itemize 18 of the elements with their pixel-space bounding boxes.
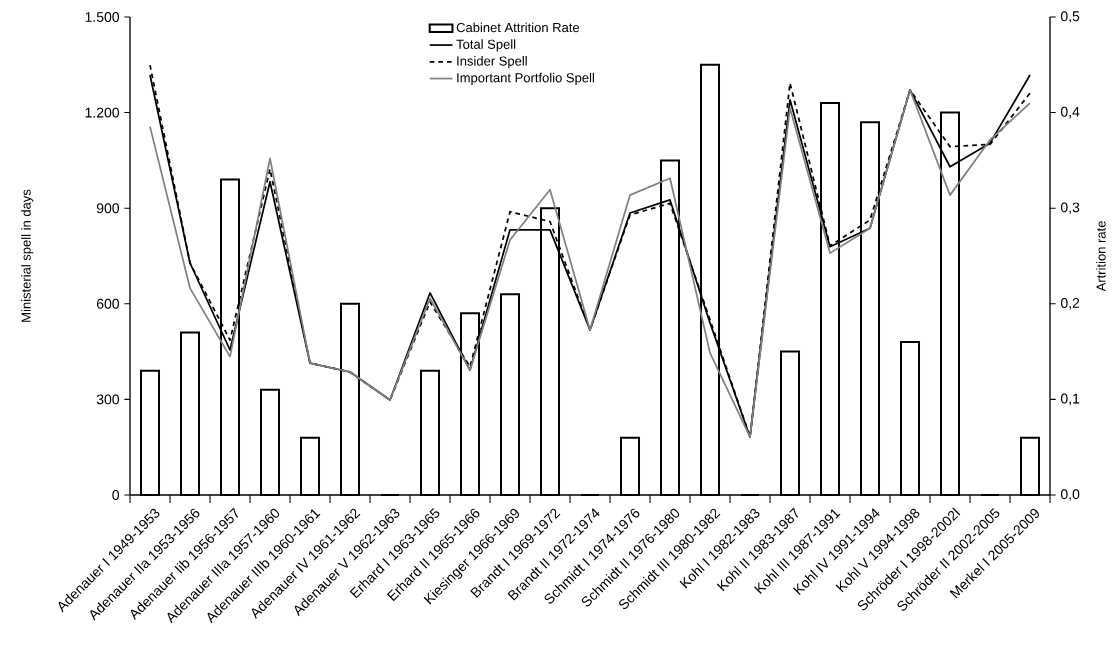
y-tick-label: 0 [112, 490, 120, 500]
legend-label: Insider Spell [457, 56, 527, 69]
y2-axis-title: Artrition rate [1096, 221, 1106, 292]
y-tick-label: 300 [96, 394, 120, 405]
y-axis-title: Ministerial spell in days [21, 189, 34, 322]
y-tick-label: 1.200 [85, 107, 120, 118]
y2-tick-label: 0,4 [1060, 106, 1080, 119]
legend-label: Total Spell [456, 39, 516, 52]
y2-tick-label: 0,5 [1060, 11, 1080, 23]
y2-tick-label: 0,3 [1060, 202, 1080, 214]
legend-label: Important Portfolio Spell [457, 72, 594, 85]
y-tick-label: 1.500 [85, 12, 120, 22]
legend-label: Cabinet Attrition Rate [456, 22, 580, 33]
y-tick-label: 900 [96, 203, 120, 214]
y2-tick-label: 0,0 [1060, 489, 1080, 501]
y-tick-label: 600 [96, 298, 120, 309]
y2-tick-label: 0,1 [1060, 393, 1080, 406]
y2-tick-label: 0,2 [1060, 298, 1080, 310]
